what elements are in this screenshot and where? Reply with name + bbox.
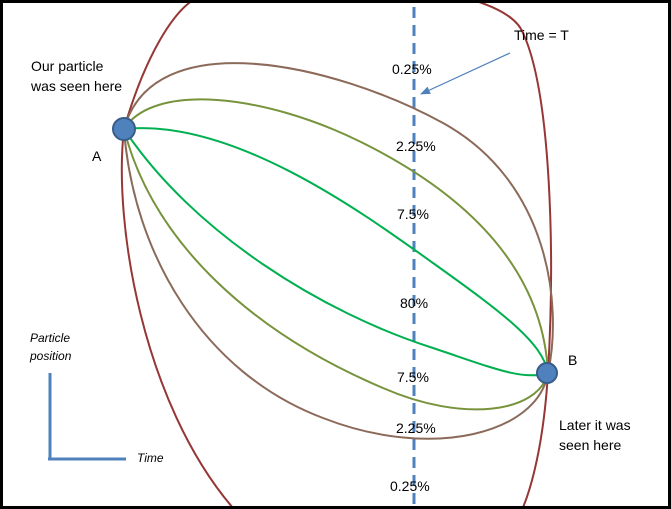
time-marker-label: Time = T xyxy=(514,27,569,43)
seen-here-label-line2: was seen here xyxy=(30,78,122,94)
outer-path-lower xyxy=(120,128,549,506)
x-axis-label: Time xyxy=(137,451,164,465)
seen-here-label-line1: Our particle xyxy=(31,58,104,74)
second-path-lower xyxy=(123,128,549,440)
point-b-marker xyxy=(536,362,558,384)
third-path-upper xyxy=(123,98,549,374)
y-axis-label-line1: Particle xyxy=(30,331,70,345)
point-b-label: B xyxy=(568,352,577,368)
later-seen-label-line1: Later it was xyxy=(559,417,631,433)
y-axis-label-line2: position xyxy=(29,349,72,363)
percent-top-7-5: 7.5% xyxy=(397,206,429,222)
third-path-lower xyxy=(123,128,549,411)
later-seen-label-line2: seen here xyxy=(559,437,621,453)
outer-path-upper xyxy=(123,3,553,374)
percent-top-0-25: 0.25% xyxy=(392,61,432,77)
point-a-label: A xyxy=(92,148,102,164)
path-integral-diagram: Time = T Our particle was seen here A B … xyxy=(29,3,631,506)
percent-top-2-25: 2.25% xyxy=(396,138,436,154)
time-marker-arrow xyxy=(420,52,511,95)
point-a-marker xyxy=(112,117,136,141)
percent-bottom-7-5: 7.5% xyxy=(397,369,429,385)
center-path-upper xyxy=(123,127,549,374)
percent-bottom-0-25: 0.25% xyxy=(390,478,430,494)
second-path-upper xyxy=(123,62,554,374)
percent-bottom-2-25: 2.25% xyxy=(396,420,436,436)
percent-middle-80: 80% xyxy=(400,295,428,311)
center-path-lower xyxy=(123,128,549,377)
